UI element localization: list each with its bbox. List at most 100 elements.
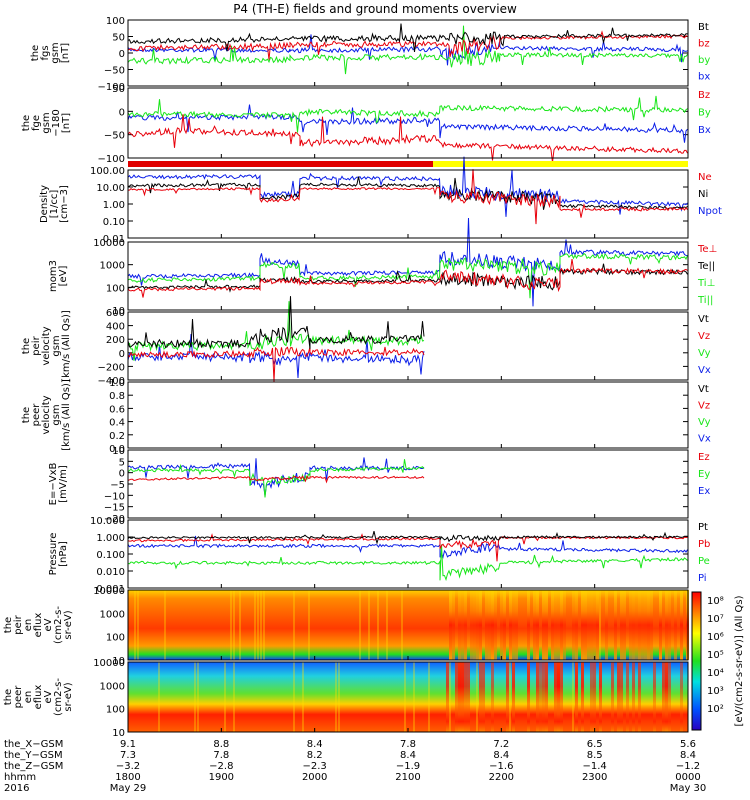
spectrogram-column bbox=[293, 590, 295, 660]
spectrogram-column bbox=[254, 590, 256, 660]
spectrogram-column bbox=[458, 662, 461, 732]
ytick-label: 0.010 bbox=[96, 567, 125, 578]
ylabel-line: [1/cc] bbox=[49, 190, 60, 219]
spectrogram-column bbox=[638, 590, 641, 660]
legend-label-Te⊥: Te⊥ bbox=[697, 244, 717, 255]
spectrogram-column bbox=[653, 662, 656, 732]
spectrogram-column bbox=[257, 590, 259, 660]
ytick-label: 0.10 bbox=[103, 217, 125, 228]
series-te-perp bbox=[127, 259, 688, 298]
footer-value: 8.2 bbox=[307, 750, 323, 761]
ylabel-line: gsm bbox=[51, 404, 62, 425]
spectrogram-column bbox=[260, 590, 262, 660]
spectrogram-column bbox=[377, 590, 379, 660]
ytick-label: 1000 bbox=[100, 609, 125, 620]
panel-frame bbox=[127, 519, 689, 589]
ylabel-line: [nPa] bbox=[58, 541, 69, 567]
ylabel-line: peer bbox=[31, 403, 42, 427]
ylabel-line: peir bbox=[13, 614, 24, 634]
legend-label-Bx: Bx bbox=[698, 125, 711, 136]
spectrogram-column bbox=[662, 662, 665, 732]
series-pi bbox=[127, 535, 688, 559]
spectrogram-column bbox=[509, 590, 512, 660]
spectrogram-column bbox=[485, 590, 488, 660]
series-ti-par bbox=[127, 217, 688, 307]
spectrogram-column bbox=[476, 590, 479, 660]
ylabel-line: the bbox=[3, 617, 14, 633]
legend-label-Vx: Vx bbox=[698, 434, 711, 445]
colorbar: [eV/(cm2-s-sr-eV)] (All Qs) bbox=[691, 591, 745, 731]
spectrogram-column bbox=[539, 662, 542, 732]
spectrogram-column bbox=[455, 662, 458, 732]
panel-frame bbox=[127, 381, 689, 449]
ytick-label: 100 bbox=[106, 16, 125, 27]
spectrogram-column bbox=[293, 662, 295, 732]
footer-value: 2200 bbox=[489, 772, 514, 783]
series-group bbox=[127, 296, 425, 382]
series-group bbox=[127, 217, 688, 307]
spectrogram-column bbox=[659, 590, 662, 660]
footer-value: 6.5 bbox=[587, 739, 603, 750]
spectrogram-column bbox=[233, 662, 235, 732]
legend-label-Npot: Npot bbox=[698, 206, 722, 217]
ylabel-line: [km/s (All Qs)] bbox=[61, 310, 72, 382]
legend-label-Pi: Pi bbox=[698, 573, 707, 584]
ytick-label: 0.6 bbox=[109, 404, 125, 415]
spectrogram-column bbox=[545, 662, 548, 732]
ytick-label: 100 bbox=[106, 283, 125, 294]
colorbar-scale bbox=[691, 591, 702, 731]
ytick-label: 1000 bbox=[100, 681, 125, 692]
spectrogram-base bbox=[128, 662, 688, 732]
legend-label-Bz: Bz bbox=[698, 90, 710, 101]
ylabel-line: mom3 bbox=[48, 260, 59, 292]
ytick-label: −5 bbox=[110, 480, 125, 491]
ytick-label: 0.001 bbox=[96, 584, 125, 595]
footer-row-label: the_Z−GSM bbox=[4, 761, 63, 772]
spectrogram-column bbox=[668, 662, 671, 732]
spectrogram-column bbox=[458, 590, 461, 660]
ylabel-line: eV bbox=[43, 690, 54, 703]
footer-value: 8.4 bbox=[680, 750, 696, 761]
legend-label-Ti||: Ti|| bbox=[697, 295, 713, 306]
spectrogram-base bbox=[128, 590, 688, 660]
spectrogram-column bbox=[617, 662, 620, 732]
colorbar-tick: 10⁸ bbox=[707, 596, 724, 607]
ylabel-line: eflux bbox=[33, 613, 44, 638]
series-pe bbox=[127, 544, 688, 582]
spectrogram-column bbox=[512, 662, 515, 732]
footer-row-label: the_Y−GSM bbox=[4, 750, 63, 761]
series-group bbox=[127, 156, 688, 225]
spectrogram-column bbox=[527, 590, 530, 660]
spectrogram-column bbox=[632, 590, 635, 660]
mode-bar-fast bbox=[433, 161, 688, 167]
spectrogram-column bbox=[473, 590, 476, 660]
spectrogram-column bbox=[557, 590, 560, 660]
legend-label-Ni: Ni bbox=[698, 189, 708, 200]
series-by bbox=[127, 25, 688, 75]
spectrogram-column bbox=[137, 590, 139, 660]
ytick-label: 100 bbox=[106, 633, 125, 644]
legend-label-Vt: Vt bbox=[698, 314, 709, 325]
spectrogram-column bbox=[638, 662, 641, 732]
ylabel-line: gsm bbox=[51, 335, 62, 356]
spectrogram-column bbox=[461, 662, 464, 732]
spectrogram-column bbox=[593, 590, 596, 660]
ytick-label: −10 bbox=[104, 491, 125, 502]
spectrogram-column bbox=[464, 662, 467, 732]
legend-label-Ex: Ex bbox=[698, 486, 710, 497]
spectrogram-column bbox=[482, 662, 485, 732]
panel-ylabel: E=−VxB[mV/m] bbox=[48, 463, 69, 506]
spectrogram-column bbox=[401, 590, 403, 660]
spectrogram-column bbox=[506, 662, 509, 732]
ytick-label: 10.000 bbox=[90, 516, 125, 527]
colorbar-tick: 10³ bbox=[707, 686, 724, 697]
footer-value: 2000 bbox=[302, 772, 327, 783]
ytick-label: 0.2 bbox=[109, 431, 125, 442]
spectrogram-column bbox=[557, 662, 560, 732]
spectrogram-column bbox=[563, 590, 566, 660]
spectrogram-column bbox=[308, 590, 310, 660]
series-ex bbox=[127, 457, 425, 496]
spectrogram-column bbox=[623, 590, 626, 660]
panel-frame bbox=[127, 169, 689, 239]
